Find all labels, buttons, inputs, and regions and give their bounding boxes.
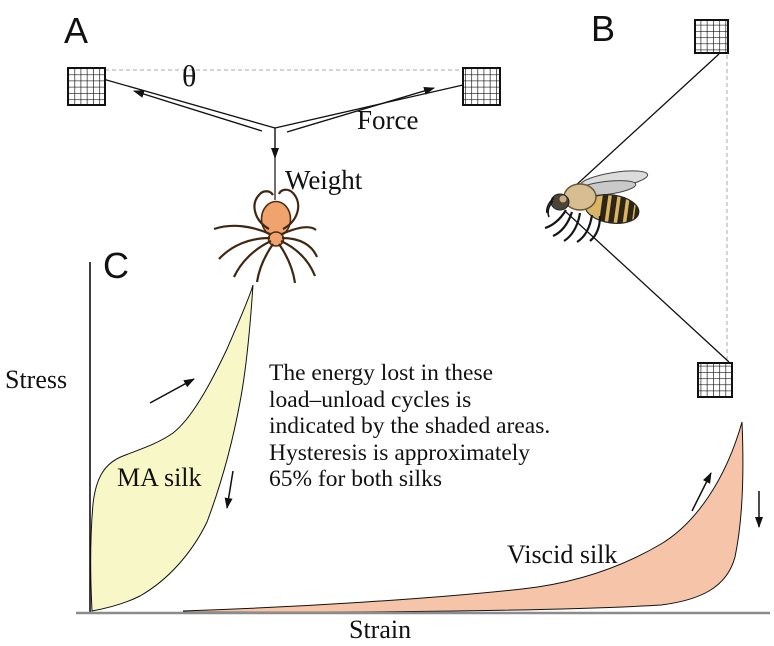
annotation-line: 65% for both silks: [269, 466, 442, 493]
bee-head: [550, 193, 570, 211]
panel-c-letter: C: [103, 245, 129, 286]
annotation-line: load–unload cycles is: [269, 386, 472, 413]
anchor-grid-icon: [697, 362, 733, 398]
viscid-load-direction-arrow: [691, 472, 712, 512]
bee-antennae: [546, 197, 555, 218]
annotation-line: The energy lost in these: [269, 360, 494, 386]
spider-cephalothorax: [267, 231, 285, 247]
force-label: Force: [357, 105, 419, 135]
silk-thread-lower-line: [565, 211, 730, 363]
bee-illustration: [544, 170, 649, 243]
ma-silk-hysteresis-loop: [90, 284, 254, 612]
panel-c-chart: [76, 262, 770, 615]
panel-b-letter: B: [591, 8, 616, 49]
silk-thread-left-line: [102, 78, 276, 129]
stress-axis-label: Stress: [5, 365, 68, 394]
viscid-silk-hysteresis-loop: [182, 421, 744, 613]
force-arrow-right: [286, 87, 435, 133]
strain-axis-label: Strain: [349, 615, 412, 644]
bee-head-fuzz: [559, 195, 567, 203]
silk-thread-upper-line: [560, 53, 720, 200]
hysteresis-annotation: The energy lost in these load–unload cyc…: [269, 360, 550, 493]
theta-angle-label: θ: [182, 60, 197, 93]
anchor-grid-icon: [694, 19, 729, 54]
annotation-line: indicated by the shaded areas.: [269, 413, 551, 440]
force-arrow-left: [133, 90, 263, 132]
panel-a-letter: A: [64, 10, 89, 51]
annotation-line: Hysteresis is approximately: [269, 439, 531, 466]
panel-a-diagram: [67, 67, 501, 284]
anchor-grid-icon: [462, 67, 501, 106]
panel-b-diagram: [544, 19, 733, 398]
bee-thorax: [563, 183, 597, 211]
spider-legs: [213, 188, 319, 284]
bee-legs: [544, 209, 602, 243]
weight-label: Weight: [285, 165, 363, 195]
viscid-silk-label: Viscid silk: [507, 540, 618, 569]
anchor-grid-icon: [67, 67, 106, 106]
ma-silk-label: MA silk: [117, 463, 202, 492]
ma-unload-direction-arrow: [224, 470, 234, 509]
spider-illustration: [213, 188, 319, 284]
ma-load-direction-arrow: [149, 378, 195, 404]
